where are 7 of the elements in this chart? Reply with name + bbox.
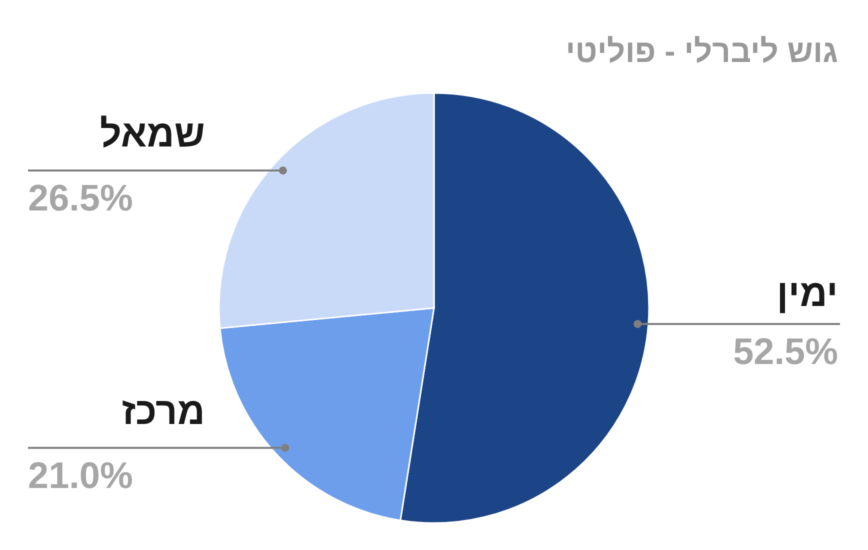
chart-title: גוש ליברלי - פוליטי bbox=[566, 33, 838, 69]
data-label: 52.5% bbox=[733, 331, 838, 372]
slice-label: מרכז bbox=[122, 390, 205, 433]
slice-label: ימין bbox=[776, 273, 838, 316]
data-label: 21.0% bbox=[28, 454, 133, 496]
slice-label: שמאל bbox=[100, 114, 205, 156]
data-label: 26.5% bbox=[28, 178, 133, 219]
